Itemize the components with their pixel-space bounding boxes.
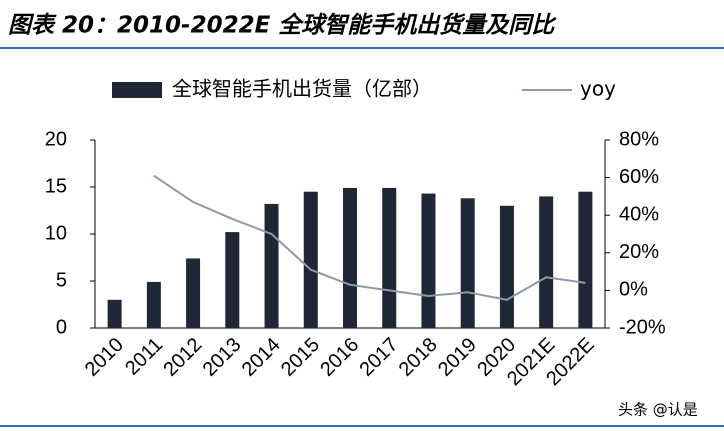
bar (539, 196, 554, 328)
chart-title: 图表 20：2010-2022E 全球智能手机出货量及同比 (8, 12, 557, 39)
x-tick-label: 2014 (238, 334, 285, 381)
x-tick-label: 2015 (277, 334, 324, 381)
bar (303, 191, 318, 328)
y-tick-label: 15 (45, 175, 67, 197)
y-tick-label: 10 (45, 222, 67, 244)
x-tick-label: 2012 (159, 334, 206, 381)
watermark: 头条 @认是 (618, 401, 698, 419)
y2-tick-label: 80% (619, 128, 659, 150)
y2-tick-label: 0% (619, 279, 648, 301)
x-tick-label: 2019 (434, 334, 481, 381)
legend-swatch (112, 82, 162, 98)
y2-tick-label: -20% (619, 316, 666, 338)
legend-label: yoy (580, 77, 616, 101)
y2-tick-label: 60% (619, 166, 659, 188)
bar (186, 258, 201, 328)
legend-label: 全球智能手机出货量（亿部） (172, 77, 432, 101)
x-tick-label: 2018 (395, 334, 442, 381)
bar (460, 198, 475, 328)
bar (225, 232, 240, 328)
bar (107, 299, 122, 328)
line (153, 174, 586, 301)
x-tick-label: 2016 (316, 334, 363, 381)
bar (343, 187, 357, 328)
x-tick-label: 2017 (355, 334, 402, 381)
y-tick-label: 20 (45, 128, 67, 150)
y2-tick-label: 20% (619, 241, 659, 263)
x-tick-label: 2011 (121, 334, 167, 380)
bar (382, 187, 397, 328)
y2-tick-label: 40% (619, 203, 659, 225)
y-tick-label: 5 (56, 269, 67, 291)
bar (146, 281, 161, 328)
x-tick-label: 2010 (81, 334, 128, 381)
y-tick-label: 0 (56, 316, 67, 338)
bar (578, 191, 593, 328)
bar (421, 193, 436, 328)
bar (499, 205, 514, 328)
bar (264, 203, 279, 328)
x-tick-label: 2013 (199, 334, 246, 381)
